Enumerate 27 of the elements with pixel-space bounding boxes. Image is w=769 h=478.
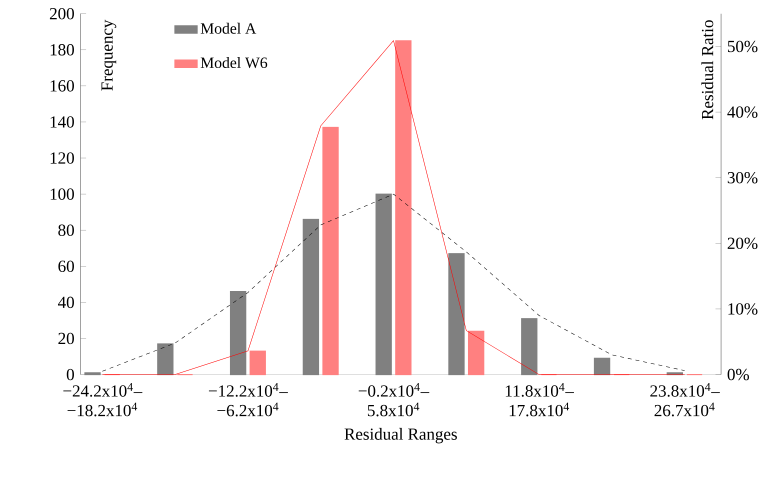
legend-label: Model A bbox=[200, 22, 256, 34]
legend-label: Model W6 bbox=[200, 56, 268, 68]
y2-tick-label: 50% bbox=[728, 40, 758, 52]
x-tick-label: −12.2x10$^{4}$– −6.2x10$^{4}$ bbox=[208, 382, 288, 416]
y-tick-label: 100 bbox=[50, 188, 74, 200]
x-tick-label: −24.2x10$^{4}$– −18.2x10$^{4}$ bbox=[63, 382, 142, 416]
x-tick-label: 11.8x10$^{4}$– 17.8x10$^{4}$ bbox=[506, 382, 574, 416]
y2-tick-label: 10% bbox=[728, 303, 758, 315]
y2-tick-label: 30% bbox=[728, 172, 758, 184]
y-tick-label: 140 bbox=[50, 116, 74, 128]
y2-axis-title: Residual Ratio bbox=[701, 20, 714, 120]
y-tick-label: 0 bbox=[66, 368, 74, 380]
y-tick-label: 60 bbox=[58, 260, 74, 272]
y-tick-label: 180 bbox=[50, 44, 74, 56]
y-tick-label: 160 bbox=[50, 80, 74, 92]
x-tick-label: −0.2x10$^{4}$– 5.8x10$^{4}$ bbox=[358, 382, 430, 416]
y-tick-label: 200 bbox=[50, 8, 74, 20]
y-axis-title: Frequency bbox=[101, 20, 116, 91]
y-tick-label: 40 bbox=[58, 296, 74, 308]
y2-tick-label: 20% bbox=[728, 237, 758, 249]
y2-tick-label: 0% bbox=[728, 368, 749, 380]
y-tick-label: 20 bbox=[58, 332, 74, 344]
y-tick-label: 80 bbox=[58, 224, 74, 236]
x-axis-title: Residual Ranges bbox=[344, 428, 457, 444]
x-tick-label: 23.8x10$^{4}$– 26.7x10$^{4}$ bbox=[650, 382, 720, 416]
y2-tick-label: 40% bbox=[727, 106, 758, 118]
y-tick-label: 120 bbox=[50, 152, 74, 164]
